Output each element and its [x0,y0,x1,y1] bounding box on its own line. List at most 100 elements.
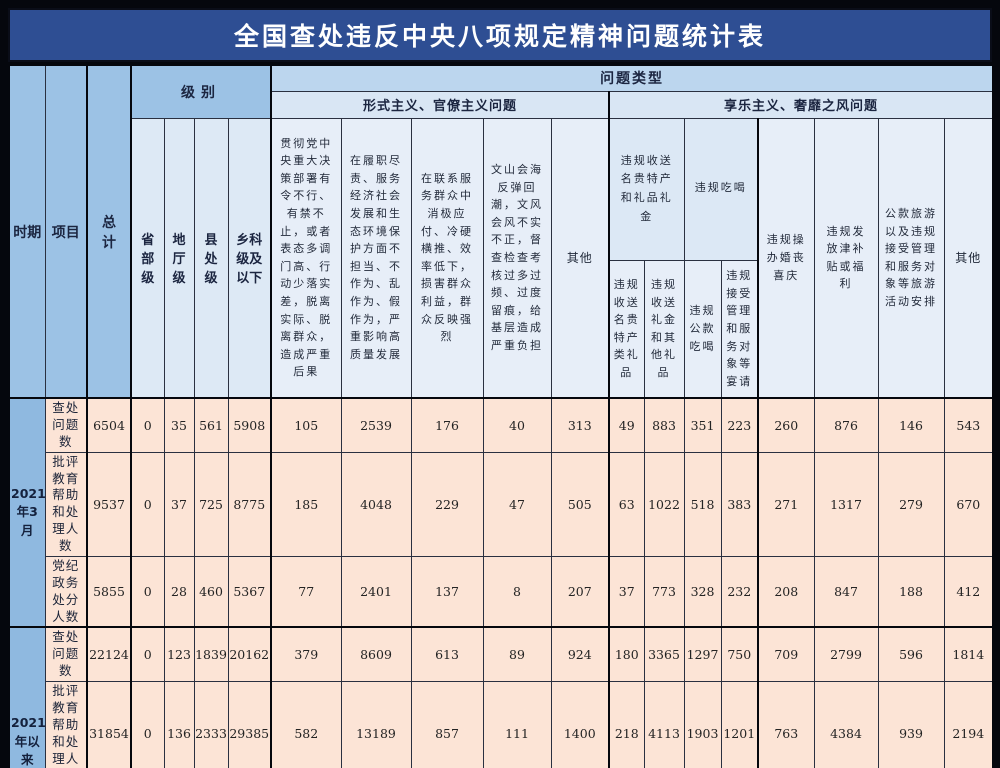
value-cell: 763 [757,680,815,768]
allowance-col-label: 违规发放津补贴或福利 [826,224,866,291]
level-prefecture-label: 地厅级 [172,233,186,287]
value-cell: 188 [877,555,945,628]
table-row: 党纪政务处分人数 5855 0 28 460 5367 77 2401 137 … [9,555,994,628]
value-cell: 0 [130,396,165,453]
value-cell: 260 [757,396,815,453]
formalism-col-2-label: 在履职尽责、服务经济社会发展和生态环境保护方面不担当、不作为、乱作为、假作为，严… [350,154,402,361]
value-cell: 37 [163,451,195,557]
value-cell: 8775 [227,451,272,557]
travel-col-label: 公款旅游以及违规接受管理和服务对象等旅游活动安排 [885,206,937,308]
header-period: 时期 [8,64,46,399]
value-cell: 2799 [813,626,879,683]
value-cell: 105 [270,396,342,453]
value-cell: 8609 [340,626,412,683]
header-row-subgroups: 省部级 地厅级 县处级 乡科级及以下 贯彻党中央重大决策部署有令不行、有禁不止，… [9,117,994,399]
value-cell: 89 [482,626,552,683]
value-cell: 4113 [643,680,685,768]
gifts-col-1-label: 违规收送名贵特产类礼品 [613,277,640,379]
value-cell: 218 [608,680,645,768]
value-cell: 2194 [943,680,994,768]
table-row: 批评教育帮助和处理人数 9537 0 37 725 8775 185 4048 … [9,451,994,557]
header-gifts-group: 违规收送名贵特产和礼品礼金 [608,117,685,261]
value-cell: 279 [877,451,945,557]
value-cell: 383 [720,451,759,557]
header-dining-col-2: 违规接受管理和服务对象等宴请 [720,259,759,399]
value-cell: 1297 [683,626,722,683]
value-cell: 185 [270,451,342,557]
value-cell: 5367 [227,555,272,628]
value-cell: 313 [550,396,610,453]
item-cell: 查处问题数 [44,396,88,453]
gifts-group-label: 违规收送名贵特产和礼品礼金 [620,153,673,223]
level-province-label: 省部级 [141,233,155,287]
value-cell: 1022 [643,451,685,557]
value-cell: 223 [720,396,759,453]
value-cell: 137 [410,555,484,628]
value-cell: 2539 [340,396,412,453]
value-cell: 232 [720,555,759,628]
value-cell: 136 [163,680,195,768]
value-cell: 77 [270,555,342,628]
formalism-col-4-label: 文山会海反弹回潮，文风会风不实不正，督查检查考核过多过频、过度留痕，给基层造成严… [491,162,543,352]
header-total: 总计 [86,64,132,399]
table-row: 2021年3月 查处问题数 6504 0 35 561 5908 105 253… [8,396,994,628]
item-cell: 批评教育帮助和处理人数 [44,680,88,768]
header-row-groups: 形式主义、官僚主义问题 享乐主义、奢靡之风问题 [9,90,994,119]
value-cell: 29385 [227,680,272,768]
value-cell: 518 [683,451,722,557]
header-level-province: 省部级 [130,117,165,399]
value-cell: 176 [410,396,484,453]
value-cell: 123 [163,626,195,683]
header-formalism-col-3: 在联系服务群众中消极应付、冷硬横推、效率低下，损害群众利益，群众反映强烈 [410,117,484,399]
value-cell: 0 [130,555,165,628]
value-cell: 613 [410,626,484,683]
value-cell: 63 [608,451,645,557]
period-cell: 2021年以来 [8,626,46,768]
value-cell: 351 [683,396,722,453]
header-row-top: 时期 项目 总计 级别 问题类型 [8,64,994,399]
value-cell: 13189 [340,680,412,768]
table-row: 2021年以来 查处问题数 22124 0 123 1839 20162 379… [8,626,994,768]
value-cell: 8 [482,555,552,628]
value-cell: 111 [482,680,552,768]
value-cell: 750 [720,626,759,683]
item-cell: 党纪政务处分人数 [44,555,88,628]
dining-col-1-label: 违规公款吃喝 [689,304,716,353]
value-cell: 709 [757,626,815,683]
header-problem-type: 问题类型 [269,64,994,92]
value-cell: 939 [877,680,945,768]
header-hedonism-other: 其他 [943,117,994,399]
value-cell: 412 [943,555,994,628]
value-cell: 505 [550,451,610,557]
header-total-label: 总计 [102,214,116,251]
header-formalism-col-4: 文山会海反弹回潮，文风会风不实不正，督查检查考核过多过频、过度留痕，给基层造成严… [482,117,552,399]
value-cell: 0 [130,451,165,557]
value-cell: 31854 [86,680,132,768]
value-cell: 9537 [86,451,132,557]
value-cell: 6504 [86,396,132,453]
title-bar: 全国查处违反中央八项规定精神问题统计表 [8,8,992,62]
header-formalism-group: 形式主义、官僚主义问题 [270,90,610,119]
value-cell: 0 [130,626,165,683]
value-cell: 379 [270,626,342,683]
value-cell: 876 [813,396,879,453]
item-cell: 查处问题数 [44,626,88,683]
item-cell: 批评教育帮助和处理人数 [44,451,88,557]
value-cell: 1317 [813,451,879,557]
value-cell: 328 [683,555,722,628]
value-cell: 28 [163,555,195,628]
value-cell: 582 [270,680,342,768]
formalism-col-3-label: 在联系服务群众中消极应付、冷硬横推、效率低下，损害群众利益，群众反映强烈 [421,171,473,344]
value-cell: 35 [163,396,195,453]
formalism-col-1-label: 贯彻党中央重大决策部署有令不行、有禁不止，或者表态多调门高、行动少落实差，脱离实… [280,136,333,379]
value-cell: 857 [410,680,484,768]
value-cell: 2333 [193,680,229,768]
header-level-prefecture: 地厅级 [163,117,195,399]
value-cell: 773 [643,555,685,628]
gifts-col-2-label: 违规收送礼金和其他礼品 [651,277,677,379]
value-cell: 208 [757,555,815,628]
value-cell: 22124 [86,626,132,683]
header-formalism-col-2: 在履职尽责、服务经济社会发展和生态环境保护方面不担当、不作为、乱作为、假作为，严… [340,117,412,399]
header-row-leaves: 违规收送名贵特产类礼品 违规收送礼金和其他礼品 违规公款吃喝 违规接受管理和服务… [9,259,993,399]
level-county-label: 县处级 [204,233,218,287]
